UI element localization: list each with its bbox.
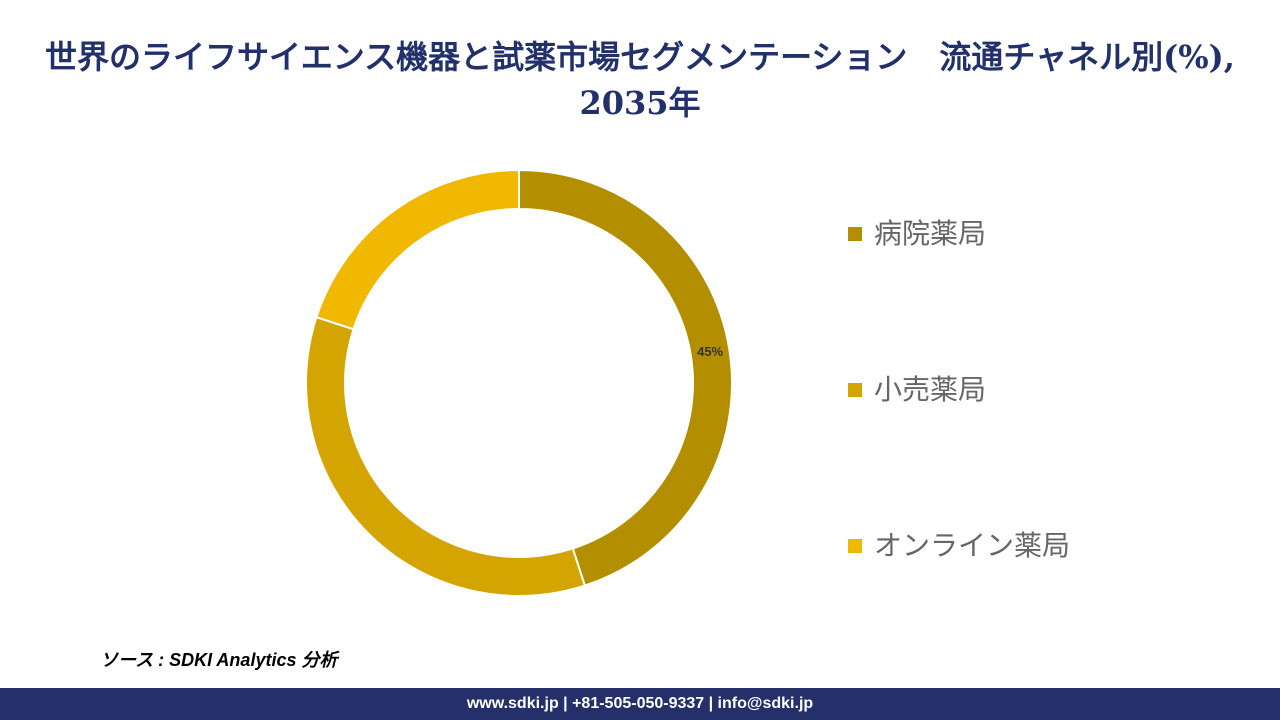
- legend-swatch: [848, 383, 862, 397]
- source: ソース : SDKI Analytics 分析: [100, 650, 338, 670]
- legend-label: 小売薬局: [874, 373, 986, 406]
- donut-segment: [518, 168, 733, 587]
- legend-label: オンライン薬局: [874, 529, 1070, 562]
- chart-title: 世界のライフサイエンス機器と試薬市場セグメンテーション 流通チャネル別(%), …: [45, 38, 1235, 122]
- legend-label: 病院薬局: [874, 217, 986, 250]
- donut-segment: [305, 315, 587, 597]
- legend-swatch: [848, 227, 862, 241]
- legend-swatch: [848, 539, 862, 553]
- data-label: 45%: [697, 344, 723, 359]
- footer: www.sdki.jp | +81-505-050-9337 | info@sd…: [0, 688, 1280, 720]
- donut-segment: [315, 168, 520, 331]
